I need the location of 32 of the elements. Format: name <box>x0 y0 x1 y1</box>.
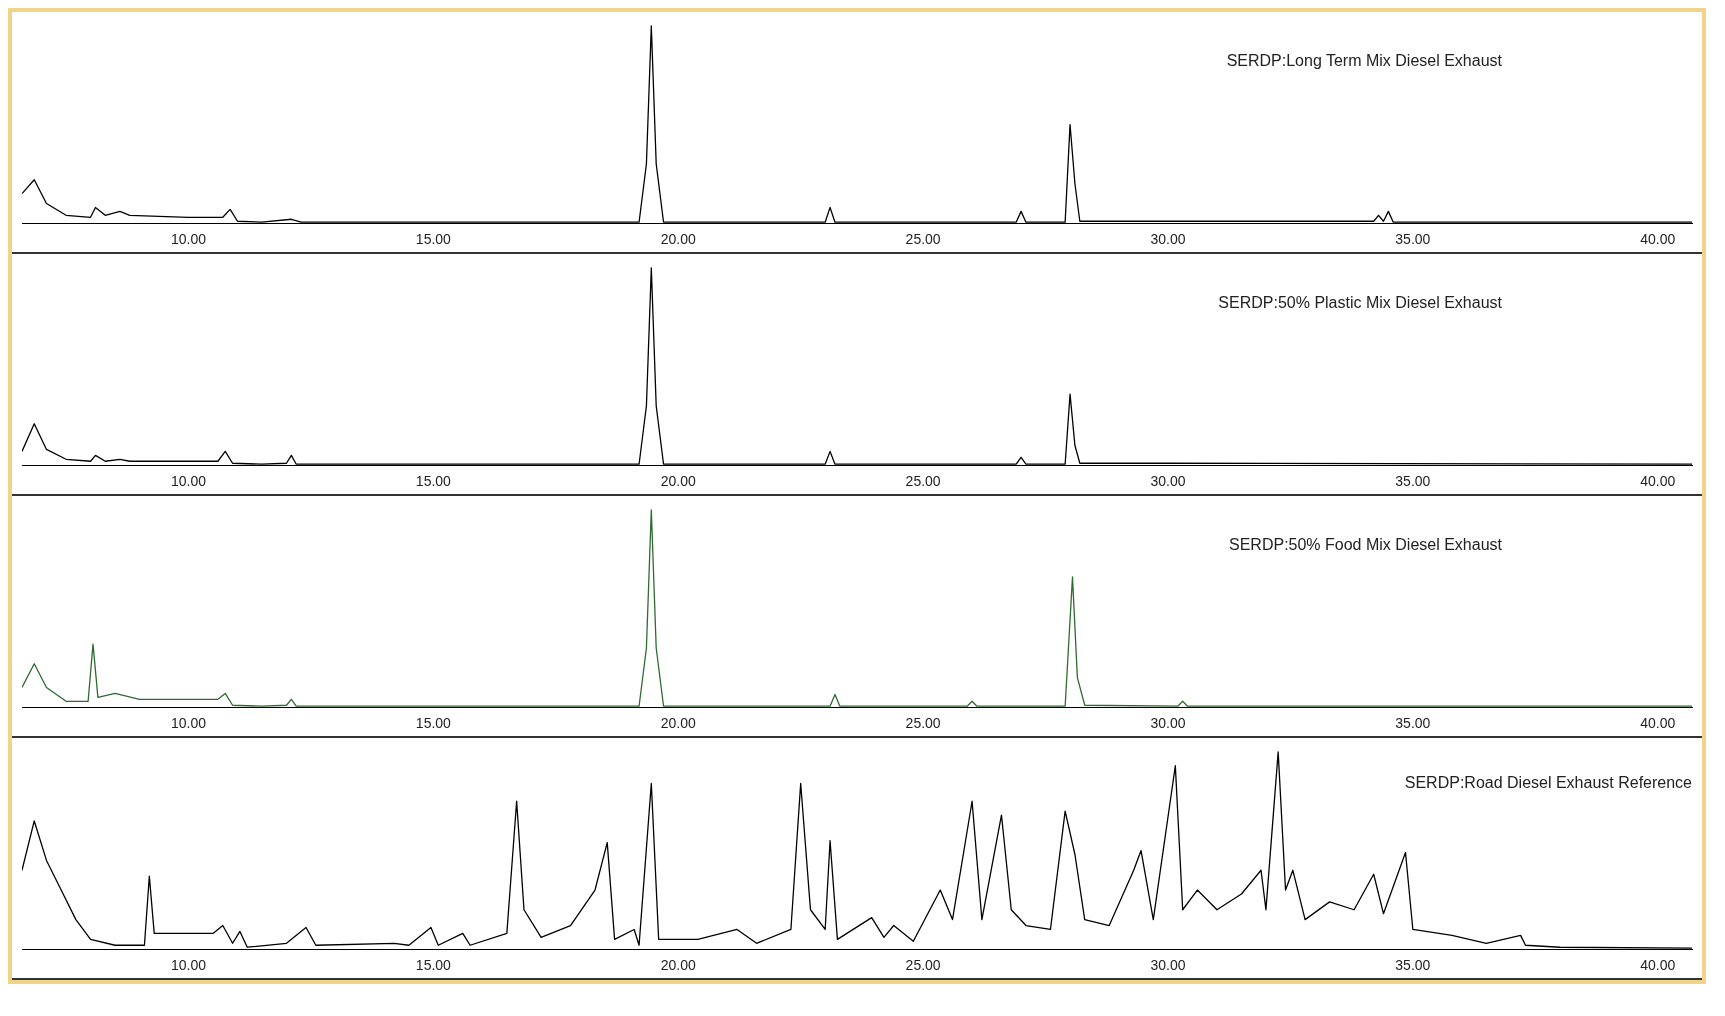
x-tick-label: 15.00 <box>415 715 452 732</box>
x-tick-label: 25.00 <box>905 473 941 490</box>
x-tick-label: 15.00 <box>415 957 452 974</box>
x-tick-label: 40.00 <box>1640 231 1676 248</box>
x-tick-label: 30.00 <box>1150 473 1186 490</box>
x-tick-label: 35.00 <box>1395 231 1431 248</box>
x-tick-label: 10.00 <box>170 957 207 974</box>
x-tick-label: 15.00 <box>415 473 452 490</box>
x-tick-label: 10.00 <box>170 231 207 248</box>
x-tick-label: 40.00 <box>1640 957 1676 974</box>
x-tick-label: 20.00 <box>660 715 696 732</box>
x-tick-label: 35.00 <box>1395 957 1431 974</box>
text: SERDP:Road Diesel Exhaust Reference <box>1404 774 1692 792</box>
x-tick-label: 25.00 <box>905 957 941 974</box>
x-tick-label: 25.00 <box>905 715 941 732</box>
x-tick-label: 10.00 <box>170 715 207 732</box>
x-tick-label: 20.00 <box>660 231 696 248</box>
x-tick-label: 25.00 <box>905 231 941 248</box>
x-tick-label: 40.00 <box>1640 715 1676 732</box>
x-tick-label: 15.00 <box>415 231 452 248</box>
x-tick-label: 35.00 <box>1395 715 1431 732</box>
text: SERDP:50% Food Mix Diesel Exhaust <box>1229 536 1502 554</box>
text: SERDP:50% Plastic Mix Diesel Exhaust <box>1218 294 1502 312</box>
x-tick-label: 30.00 <box>1150 957 1186 974</box>
text: SERDP:Long Term Mix Diesel Exhaust <box>1226 52 1502 70</box>
x-tick-label: 10.00 <box>170 473 207 490</box>
x-tick-label: 20.00 <box>660 473 696 490</box>
x-tick-label: 40.00 <box>1640 473 1676 490</box>
x-tick-label: 30.00 <box>1150 231 1186 248</box>
x-tick-label: 35.00 <box>1395 473 1431 490</box>
x-tick-label: 30.00 <box>1150 715 1186 732</box>
x-tick-label: 20.00 <box>660 957 696 974</box>
